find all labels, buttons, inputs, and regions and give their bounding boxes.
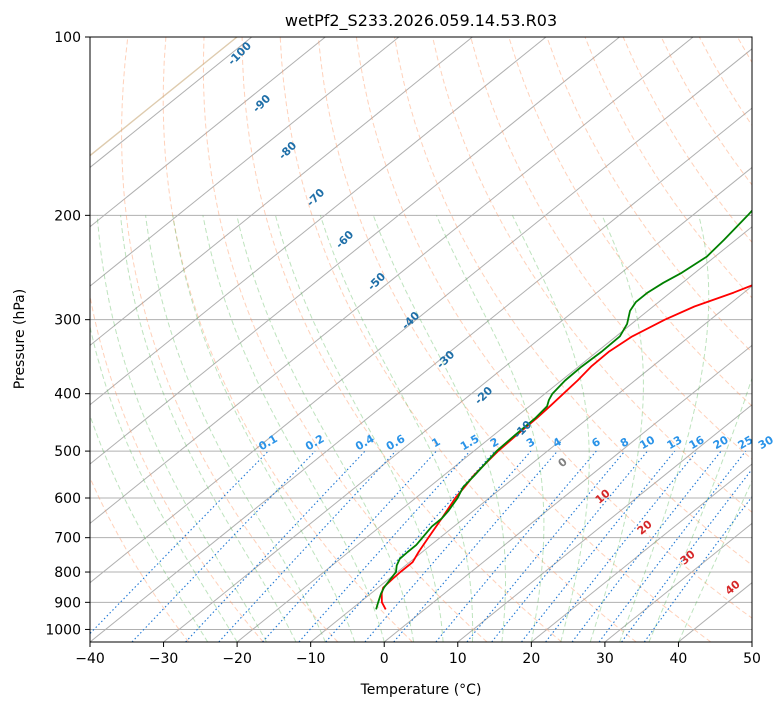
y-tick-label: 800 [54,565,81,581]
y-tick-label: 600 [54,491,81,507]
x-tick-label: −30 [149,651,179,667]
x-axis-label: Temperature (°C) [360,682,482,698]
y-tick-label: 700 [54,531,81,547]
y-tick-label: 100 [54,30,81,46]
y-tick-label: 1000 [45,622,81,638]
x-tick-label: −40 [75,651,105,667]
x-tick-label: −10 [296,651,326,667]
chart-title: wetPf2_S233.2026.059.14.53.R03 [285,11,557,31]
x-tick-label: 10 [449,651,467,667]
y-tick-label: 300 [54,313,81,329]
y-tick-label: 900 [54,595,81,611]
mixing-ratio-label: 30 [756,433,775,452]
x-tick-label: 50 [743,651,761,667]
y-tick-label: 500 [54,444,81,460]
x-tick-label: 30 [596,651,614,667]
x-tick-label: 40 [670,651,688,667]
y-tick-label: 400 [54,387,81,403]
x-tick-label: −20 [222,651,252,667]
x-tick-label: 0 [380,651,389,667]
y-axis-label: Pressure (hPa) [12,289,28,389]
x-tick-label: 20 [522,651,540,667]
y-tick-label: 200 [54,208,81,224]
isotherm-gridline [752,37,775,642]
